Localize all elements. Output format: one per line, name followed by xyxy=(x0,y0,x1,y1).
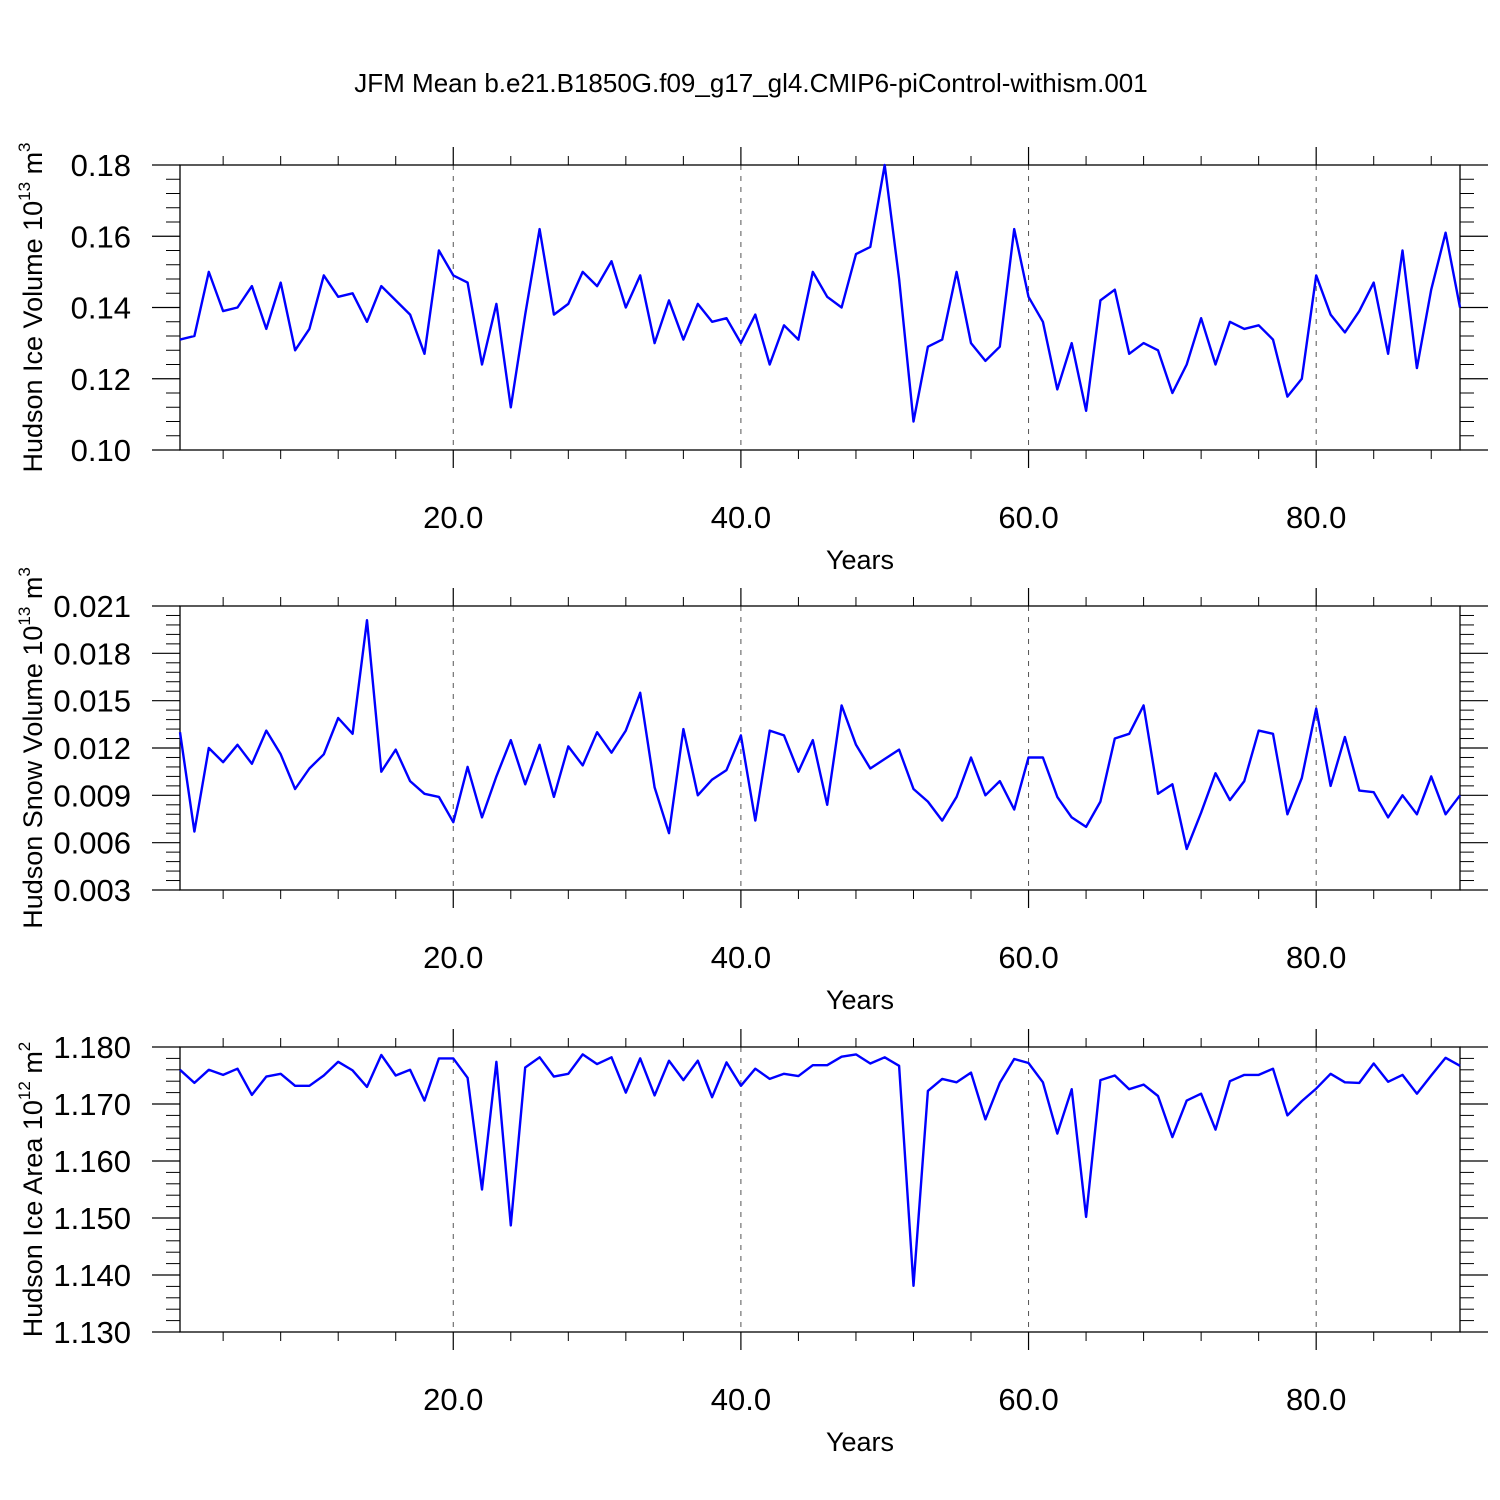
y-tick-label-1: 0.12 xyxy=(71,362,131,397)
y-axis-title-unit: m xyxy=(18,152,48,182)
x-tick-label-0: 20.0 xyxy=(423,1382,483,1417)
x-tick-label-2: 60.0 xyxy=(998,940,1058,975)
x-tick-label-0: 20.0 xyxy=(423,500,483,535)
x-tick-label-0: 20.0 xyxy=(423,940,483,975)
series-line xyxy=(179,163,1462,423)
series-line xyxy=(178,619,1461,851)
x-axis-title: Years xyxy=(826,1427,894,1457)
y-axis-title-text: Hudson Ice Volume 10 xyxy=(18,201,48,473)
x-tick-label-2: 60.0 xyxy=(998,1382,1058,1417)
x-tick-label-3: 80.0 xyxy=(1286,1382,1346,1417)
y-tick-label-0: 0.003 xyxy=(53,873,131,908)
x-tick-label-3: 80.0 xyxy=(1286,940,1346,975)
plot-frame xyxy=(179,1046,1461,1333)
y-tick-label-5: 0.018 xyxy=(53,636,131,671)
chart-title: JFM Mean b.e21.B1850G.f09_g17_gl4.CMIP6-… xyxy=(354,68,1147,98)
y-tick-label-3: 0.012 xyxy=(53,731,131,766)
y-tick-label-2: 0.14 xyxy=(71,291,131,326)
y-tick-label-6: 0.021 xyxy=(53,589,131,624)
x-axis-title: Years xyxy=(826,985,894,1015)
y-axis-title-text: Hudson Snow Volume 10 xyxy=(18,626,48,929)
y-tick-label-5: 1.180 xyxy=(53,1030,131,1065)
y-axis-title: Hudson Ice Volume 1013 m3 xyxy=(15,142,48,472)
y-axis-title: Hudson Ice Area 1012 m2 xyxy=(15,1042,48,1338)
y-axis-title-unit-exponent: 3 xyxy=(15,567,34,576)
x-tick-label-1: 40.0 xyxy=(711,1382,771,1417)
y-tick-label-1: 1.140 xyxy=(53,1258,131,1293)
y-tick-label-0: 1.130 xyxy=(53,1315,131,1350)
y-tick-label-4: 1.170 xyxy=(53,1087,131,1122)
x-tick-label-2: 60.0 xyxy=(998,500,1058,535)
y-tick-label-4: 0.18 xyxy=(71,148,131,183)
y-tick-label-3: 0.16 xyxy=(71,219,131,254)
y-tick-label-2: 1.150 xyxy=(53,1201,131,1236)
y-tick-label-4: 0.015 xyxy=(53,684,131,719)
x-tick-label-1: 40.0 xyxy=(711,500,771,535)
series-line xyxy=(179,1053,1461,1288)
y-axis-title: Hudson Snow Volume 1013 m3 xyxy=(15,567,48,929)
y-tick-label-2: 0.009 xyxy=(53,778,131,813)
y-axis-title-exponent: 13 xyxy=(15,607,34,626)
x-tick-label-3: 80.0 xyxy=(1286,500,1346,535)
x-axis-title: Years xyxy=(826,545,894,575)
y-tick-label-3: 1.160 xyxy=(53,1144,131,1179)
y-axis-title-unit: m xyxy=(18,1051,48,1081)
panel-ice-area: 20.0 40.0 60.0 80.0 1.130 1.140 1.150 1.160 1.17… xyxy=(15,1029,1488,1457)
y-axis-title-unit-exponent: 3 xyxy=(15,142,34,151)
panel-ice-volume: 20.0 40.0 60.0 80.0 0.10 0.12 0.14 0.16 0.18 Year… xyxy=(15,142,1488,575)
y-axis-title-unit: m xyxy=(18,577,48,607)
plot-frame xyxy=(179,605,1461,891)
panel-snow-volume: 20.0 40.0 60.0 80.0 0.003 0.006 0.009 0.012 0.01… xyxy=(15,567,1488,1015)
y-axis-title-exponent: 12 xyxy=(15,1081,34,1100)
y-axis-title-unit-exponent: 2 xyxy=(15,1042,34,1051)
y-axis-title-exponent: 13 xyxy=(15,182,34,201)
y-tick-label-0: 0.10 xyxy=(71,433,131,468)
y-tick-label-1: 0.006 xyxy=(53,826,131,861)
x-tick-label-1: 40.0 xyxy=(711,940,771,975)
y-axis-title-text: Hudson Ice Area 10 xyxy=(18,1100,48,1337)
